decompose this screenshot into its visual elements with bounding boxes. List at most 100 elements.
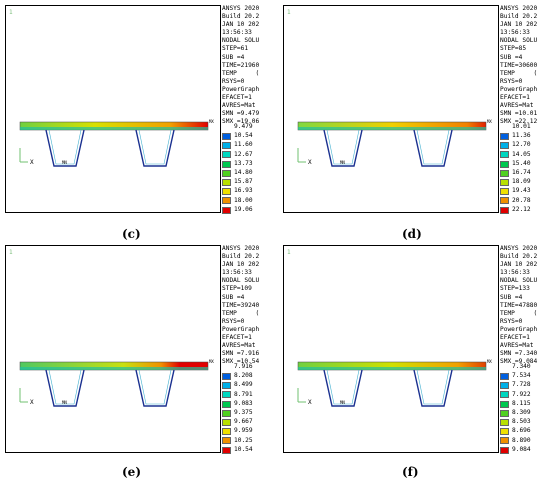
info-line: TIME=39240: [222, 301, 260, 309]
girder-web-1: [45, 129, 85, 167]
info-line: NODAL SOLU: [500, 37, 538, 45]
info-line: PowerGraph: [500, 85, 538, 93]
info-line: NODAL SOLU: [222, 277, 260, 285]
girder-web-2: [413, 369, 453, 407]
result-panel-c: 1 MN MX X ANSYS 2020 Build 20.2 JAN 10 202 13:5…: [5, 5, 272, 223]
legend-swatch: [222, 142, 231, 150]
info-line: JAN 10 202: [222, 261, 260, 269]
panel-caption: (f): [402, 465, 419, 479]
info-line: SUB =4: [222, 293, 245, 301]
info-line: ANSYS 2020: [222, 5, 260, 12]
legend-value: 10.54: [234, 132, 253, 140]
info-line: 13:56:33: [222, 269, 252, 277]
legend-value: 8.499: [234, 381, 253, 389]
panel-caption: (c): [122, 227, 141, 241]
legend-value: 16.93: [234, 187, 253, 195]
info-line: AVRES=Mat: [222, 102, 256, 110]
window-number: 1: [9, 249, 13, 256]
legend-swatch: [222, 133, 231, 140]
result-panel-e: 1 MN MX X ANSYS 2020 Build 20.2 JAN 10 202 13:5…: [5, 245, 272, 463]
info-line: AVRES=Mat: [222, 342, 256, 350]
legend-value: 9.667: [234, 418, 253, 426]
legend-value: 18.00: [234, 196, 253, 204]
axis-x-label: X: [30, 399, 34, 406]
legend-value: 20.78: [512, 196, 531, 204]
legend-value: 7.728: [512, 381, 531, 389]
legend-value: 9.083: [234, 399, 253, 407]
legend-swatch: [222, 151, 231, 159]
legend-swatch: [222, 400, 231, 408]
solution-info: ANSYS 2020 Build 20.2 JAN 10 202 13:56:33 NO…: [500, 245, 550, 463]
info-line: STEP=85: [500, 45, 527, 53]
legend-value: 8.890: [512, 436, 531, 444]
legend-value: 9.479: [234, 123, 253, 130]
girder-web-1: [323, 129, 363, 167]
legend-value: 11.36: [512, 132, 531, 140]
girder-web-2: [413, 129, 453, 167]
legend-value: 7.340: [512, 363, 531, 370]
legend-swatch: [222, 179, 231, 186]
legend-value: 7.534: [512, 372, 531, 380]
girder-inner-1: [48, 129, 82, 165]
contour-legend: 10.01 11.36 12.70 14.05 15.40 16.74 18.09 19.43…: [500, 5, 550, 223]
legend-value: 7.916: [234, 363, 253, 370]
info-line: TIME=21960: [222, 61, 260, 69]
legend-swatch: [500, 446, 509, 454]
girder-web-2: [135, 369, 175, 407]
legend-swatch: [222, 382, 231, 390]
legend-swatch: [222, 428, 231, 436]
legend-swatch: [222, 391, 231, 399]
info-line: ANSYS 2020: [500, 245, 538, 252]
info-line: 13:56:33: [500, 269, 530, 277]
legend-swatch: [500, 409, 509, 417]
info-line: EFACET=1: [500, 94, 530, 102]
solution-info: ANSYS 2020 Build 20.2 JAN 10 202 13:56:33 NO…: [222, 245, 272, 463]
result-panel-f: 1 MN MX X ANSYS 2020 Build 20.2 JAN 10 202 13:5…: [283, 245, 550, 463]
legend-swatch: [500, 151, 509, 159]
info-line: SUB =4: [500, 53, 523, 61]
info-line: NODAL SOLU: [500, 277, 538, 285]
info-line: Build 20.2: [222, 253, 260, 261]
legend-swatch: [500, 206, 509, 214]
legend-swatch: [500, 133, 509, 140]
legend-value: 18.09: [512, 178, 531, 186]
info-line: PowerGraph: [222, 85, 260, 93]
info-line: STEP=133: [500, 285, 530, 293]
window-number: 1: [287, 9, 291, 16]
info-line: PowerGraph: [222, 325, 260, 333]
info-line: TIME=30600: [500, 61, 538, 69]
info-line: TEMP (: [500, 309, 538, 317]
legend-swatch: [222, 160, 231, 168]
solution-info: ANSYS 2020 Build 20.2 JAN 10 202 13:56:33 NO…: [500, 5, 550, 223]
result-panel-d: 1 MN MX X ANSYS 2020 Build 20.2 JAN 10 202 13:5…: [283, 5, 550, 223]
info-line: PowerGraph: [500, 325, 538, 333]
legend-value: 11.60: [234, 141, 253, 149]
max-marker: MX: [487, 359, 492, 364]
legend-swatch: [222, 373, 231, 380]
legend-swatch: [500, 188, 509, 196]
legend-swatch: [222, 169, 231, 177]
info-line: AVRES=Mat: [500, 102, 534, 110]
cross-section-drawing: MN MX X: [19, 359, 214, 407]
legend-value: 15.40: [512, 159, 531, 167]
cross-section-drawing: MN MX X: [297, 359, 492, 407]
legend-swatch: [500, 197, 509, 205]
girder-web-1: [323, 369, 363, 407]
legend-value: 19.43: [512, 187, 531, 195]
girder-inner-1: [326, 129, 360, 165]
legend-swatch: [500, 382, 509, 390]
info-line: Build 20.2: [500, 13, 538, 21]
info-line: Build 20.2: [500, 253, 538, 261]
solution-info: ANSYS 2020 Build 20.2 JAN 10 202 13:56:33 NO…: [222, 5, 272, 223]
legend-swatch: [222, 206, 231, 214]
legend-value: 16.74: [512, 169, 531, 176]
contour-legend: 9.479 10.54 11.60 12.67 13.73 14.80 15.87 16.93…: [222, 5, 272, 223]
legend-swatch: [500, 428, 509, 436]
legend-swatch: [222, 446, 231, 454]
info-line: SUB =4: [500, 293, 523, 301]
girder-web-2: [135, 129, 175, 167]
legend-value: 10.54: [234, 445, 253, 453]
info-line: SMN =9.479: [222, 110, 260, 118]
legend-value: 8.208: [234, 372, 253, 380]
info-line: JAN 10 202: [222, 21, 260, 29]
